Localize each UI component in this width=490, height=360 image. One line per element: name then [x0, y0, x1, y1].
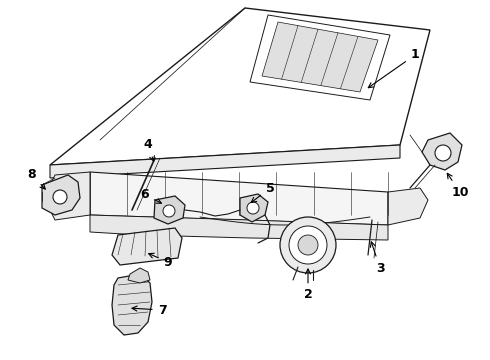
Circle shape [280, 217, 336, 273]
Text: 1: 1 [368, 49, 419, 88]
Circle shape [298, 235, 318, 255]
Circle shape [53, 190, 67, 204]
Text: 9: 9 [148, 253, 172, 269]
Polygon shape [250, 15, 390, 100]
Text: 4: 4 [144, 139, 154, 161]
Polygon shape [112, 274, 152, 335]
Text: 2: 2 [304, 269, 313, 302]
Text: 8: 8 [28, 168, 45, 189]
Polygon shape [154, 196, 185, 224]
Polygon shape [50, 145, 400, 178]
Polygon shape [42, 175, 80, 215]
Polygon shape [128, 268, 150, 283]
Polygon shape [112, 228, 182, 265]
Circle shape [289, 226, 327, 264]
Polygon shape [388, 188, 428, 225]
Polygon shape [422, 133, 462, 170]
Polygon shape [262, 22, 378, 92]
Circle shape [163, 205, 175, 217]
Text: 7: 7 [132, 303, 167, 316]
Circle shape [247, 202, 259, 214]
Text: 6: 6 [141, 189, 161, 203]
Polygon shape [50, 8, 430, 165]
Polygon shape [50, 172, 90, 220]
Polygon shape [240, 194, 268, 222]
Polygon shape [90, 172, 388, 225]
Circle shape [435, 145, 451, 161]
Text: 10: 10 [447, 173, 469, 198]
Text: 5: 5 [251, 181, 274, 203]
Text: 3: 3 [370, 242, 384, 274]
Polygon shape [90, 215, 388, 240]
